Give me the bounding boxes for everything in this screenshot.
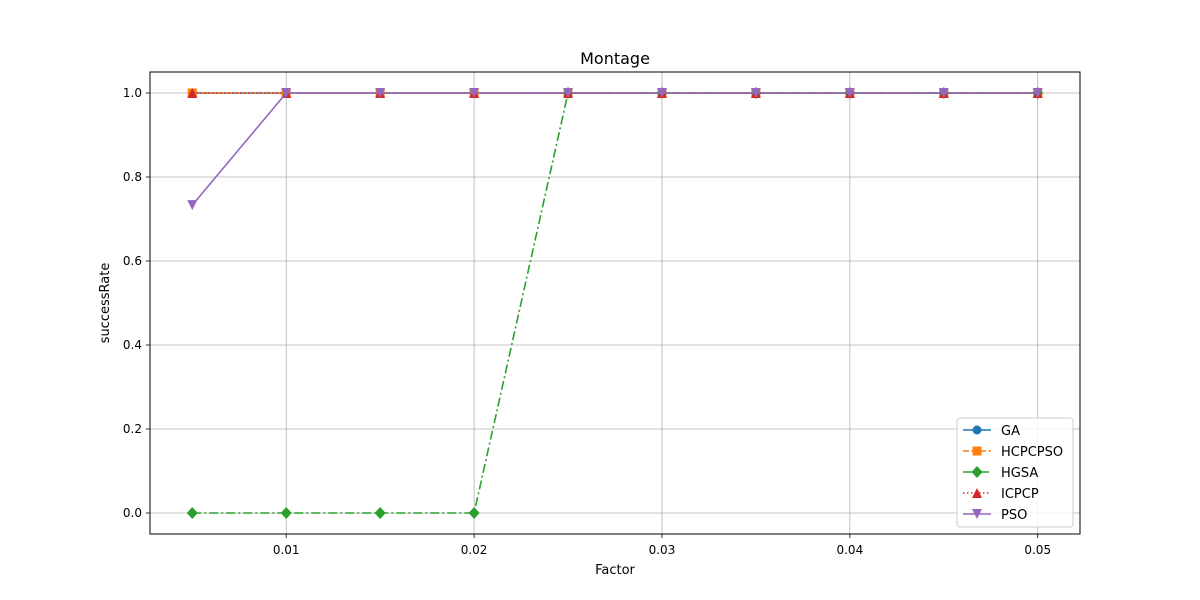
y-axis-label: successRate [98,263,113,344]
x-tick-label: 0.04 [836,543,863,557]
y-tick-label: 1.0 [123,86,142,100]
data-point-hgsa [374,507,386,519]
plot-frame [149,71,1081,535]
legend-marker-pso [972,509,982,519]
chart-title: Montage [580,49,650,68]
y-tick-label: 0.6 [123,254,142,268]
legend-label-hcpcpso: HCPCPSO [1001,445,1063,460]
series-pso [187,88,1043,211]
data-point-pso [469,88,480,98]
y-tick-label: 0.0 [123,506,142,520]
legend-marker-icpcp [972,488,982,498]
y-tick-label: 0.4 [123,338,142,352]
legend-marker-hcpcpso [972,446,982,456]
x-tick-label: 0.03 [649,543,676,557]
y-tick-label: 0.8 [123,170,142,184]
data-point-pso [844,88,855,98]
series-layer [186,87,1044,519]
data-point-hgsa [186,507,198,519]
data-point-pso [938,88,949,98]
axis-ticks: 0.01 0.02 0.03 0.04 0.05 0.0 0.2 0.4 0.6 0.8 1.0 [123,86,1051,557]
data-point-hgsa [280,507,292,519]
legend: GA HCPCPSO HGSA ICPCP PSO [956,417,1074,528]
data-point-pso [656,88,667,98]
legend-marker-hgsa [971,466,983,478]
data-point-pso [281,88,292,98]
data-point-pso [375,88,386,98]
legend-label-ga: GA [1001,424,1020,439]
y-tick-label: 0.2 [123,422,142,436]
data-point-pso [563,88,574,98]
x-tick-label: 0.05 [1024,543,1051,557]
data-point-pso [1032,88,1043,98]
legend-marker-ga [972,425,982,435]
x-tick-label: 0.01 [273,543,300,557]
x-axis-label: Factor [595,563,635,578]
legend-box [956,417,1074,528]
x-tick-label: 0.02 [461,543,488,557]
legend-label-icpcp: ICPCP [1001,487,1039,502]
legend-label-pso: PSO [1001,508,1027,523]
data-point-icpcp [187,88,198,98]
legend-label-hgsa: HGSA [1001,466,1038,481]
data-point-pso [187,200,198,211]
data-point-pso [750,88,761,98]
series-line-pso [191,92,1038,206]
data-point-hgsa [468,507,480,519]
